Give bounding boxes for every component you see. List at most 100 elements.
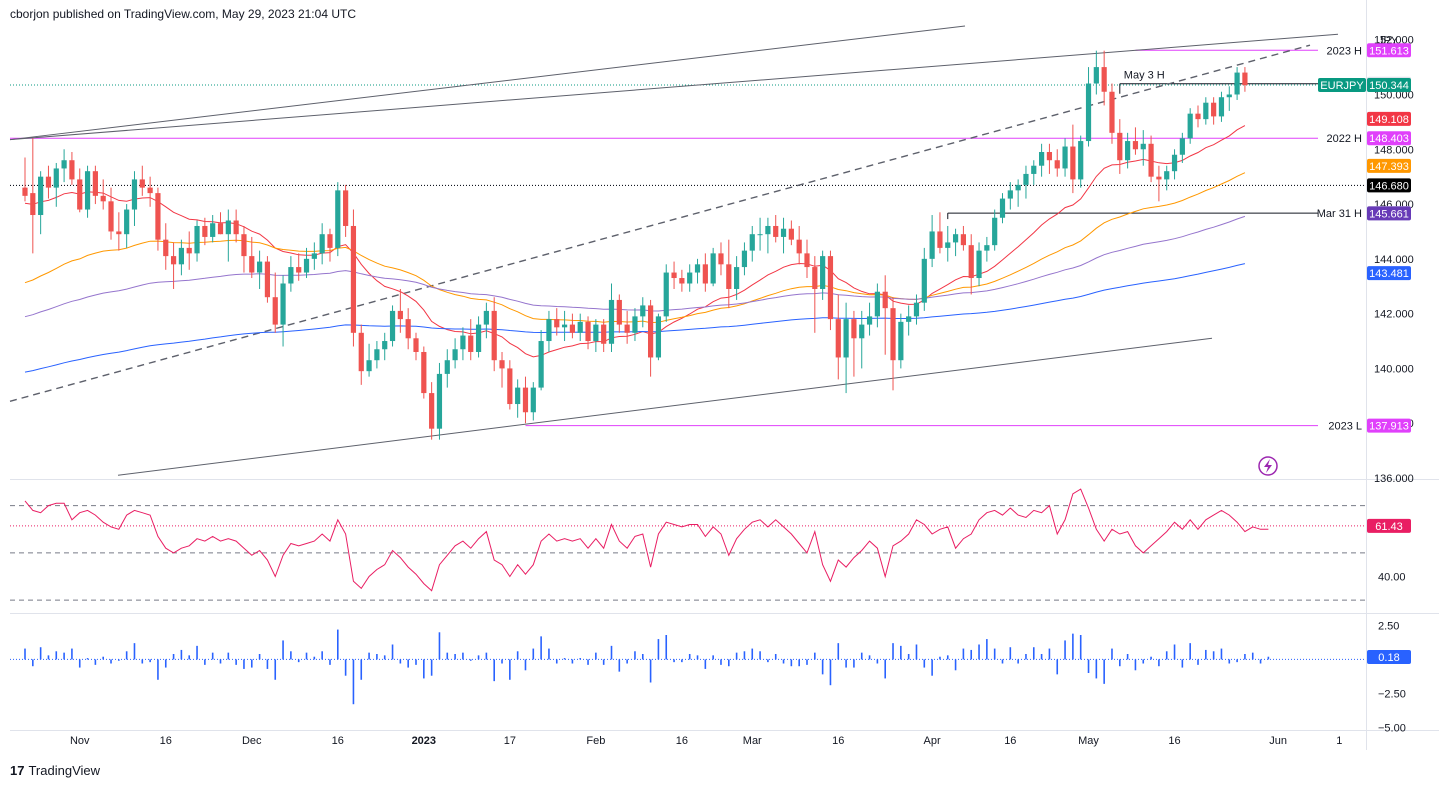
candle-body — [147, 187, 153, 194]
candle-body — [1187, 113, 1193, 139]
candle-body — [937, 231, 943, 248]
candle-body — [194, 225, 200, 254]
time-tick-label: 16 — [160, 735, 172, 747]
candle-body — [233, 220, 239, 235]
axes-layer: JPY152.000150.000148.000146.000144.00014… — [10, 0, 1439, 750]
time-tick-label: Nov — [70, 735, 90, 747]
candle-body — [601, 324, 607, 344]
candle-body — [530, 387, 536, 413]
candle-body — [1054, 160, 1060, 169]
histogram-badge — [1367, 649, 1411, 664]
price-badge-label: 149.108 — [1369, 114, 1409, 126]
candle-body — [1070, 146, 1076, 180]
price-badge-label: 150.344 — [1369, 80, 1409, 92]
candle-body — [30, 193, 36, 216]
candle-body — [906, 316, 912, 322]
candle-body — [45, 176, 52, 188]
price-pane-bg — [10, 24, 1366, 478]
candle-body — [718, 253, 724, 265]
candle-body — [436, 373, 443, 429]
candle-body — [710, 253, 716, 284]
time-tick-label: Jun — [1269, 735, 1287, 747]
candle-body — [632, 316, 638, 333]
main-pane[interactable] — [10, 24, 1366, 478]
price-tick-label: 140.000 — [1374, 363, 1414, 375]
rsi-tick-label: 40.00 — [1378, 572, 1406, 584]
candle-body — [272, 297, 278, 325]
tradingview-footer[interactable]: 17 TradingView — [10, 763, 100, 778]
candle-body — [84, 171, 91, 210]
candle-body — [929, 231, 935, 259]
time-tick-label: 16 — [832, 735, 844, 747]
candle-body — [757, 234, 763, 236]
candle-body — [874, 291, 880, 317]
histogram-tick-label: 2.50 — [1378, 621, 1399, 633]
histogram-pane[interactable] — [10, 629, 1366, 705]
candle-body — [475, 324, 482, 352]
channel-upper-trendline — [9, 25, 966, 141]
candle-body — [1031, 165, 1037, 174]
candle-body — [1195, 113, 1201, 120]
candle-body — [671, 272, 677, 279]
candle-body — [1062, 146, 1068, 169]
price-badge — [1367, 418, 1411, 433]
candle-body — [960, 234, 966, 246]
candle-body — [585, 321, 591, 342]
levels-layer: 2023 H 2022 H 2023 L May 3 H Mar 31 H — [10, 45, 1366, 433]
candle-body — [843, 319, 849, 358]
candle-body — [820, 256, 826, 289]
candle-body — [992, 217, 998, 246]
candle-body — [687, 272, 693, 284]
price-badge — [1367, 78, 1411, 93]
candle-body — [507, 368, 513, 405]
candle-body — [749, 234, 755, 251]
candle-body — [429, 393, 435, 429]
rsi-pane[interactable] — [10, 488, 1366, 601]
histogram-tick-label: −5.00 — [1378, 722, 1406, 734]
candle-body — [859, 324, 865, 339]
candle-body — [178, 247, 184, 265]
time-tick-label: 17 — [504, 735, 516, 747]
candle-body — [1234, 72, 1240, 95]
candle-body — [640, 305, 646, 317]
price-badge-label: 147.393 — [1369, 161, 1409, 173]
candle-body — [835, 319, 841, 358]
candle-body — [554, 319, 560, 328]
candles-layer — [22, 50, 1278, 476]
candle-body — [1007, 190, 1013, 199]
candle-body — [851, 319, 857, 339]
candle-body — [1101, 67, 1107, 92]
candle-body — [624, 324, 630, 333]
candle-body — [734, 267, 740, 289]
candle-body — [38, 176, 44, 216]
candle-body — [765, 225, 771, 235]
candle-body — [460, 335, 466, 350]
candle-body — [1226, 94, 1232, 98]
candle-body — [241, 234, 247, 257]
tradingview-logo-icon: 17 — [10, 763, 25, 778]
candle-body — [1148, 143, 1154, 177]
level-label: Mar 31 H — [1317, 208, 1362, 220]
candle-body — [139, 179, 145, 188]
candle-body — [999, 198, 1006, 218]
candle-body — [515, 387, 521, 405]
candle-body — [483, 310, 489, 325]
price-badge-label: 146.680 — [1369, 180, 1409, 192]
candle-body — [1039, 152, 1045, 166]
time-tick-label: 16 — [332, 735, 344, 747]
candle-body — [452, 349, 458, 361]
candle-body — [726, 264, 732, 289]
candle-body — [1015, 184, 1021, 191]
candle-body — [1171, 154, 1178, 172]
candle-body — [616, 299, 622, 325]
price-badges-layer: 151.613150.393150.344EURJPY149.108148.40… — [1318, 43, 1411, 664]
price-badge — [1367, 43, 1411, 58]
channel-mid-trendline — [9, 33, 1339, 141]
candle-body — [335, 190, 341, 248]
candle-body — [648, 305, 654, 358]
candle-body — [1211, 102, 1217, 117]
histogram-tick-label: −2.50 — [1378, 688, 1406, 700]
candle-body — [898, 321, 904, 361]
price-badge-label: 145.661 — [1369, 208, 1409, 220]
